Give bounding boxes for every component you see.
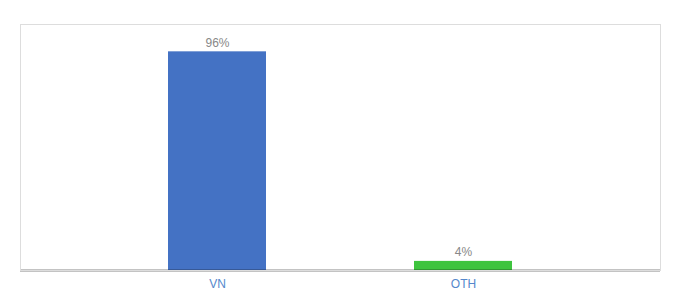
svg-text:4%: 4% [455, 245, 473, 259]
svg-text:96%: 96% [205, 36, 229, 50]
svg-text:VN: VN [209, 277, 226, 291]
svg-text:OTH: OTH [451, 277, 476, 291]
